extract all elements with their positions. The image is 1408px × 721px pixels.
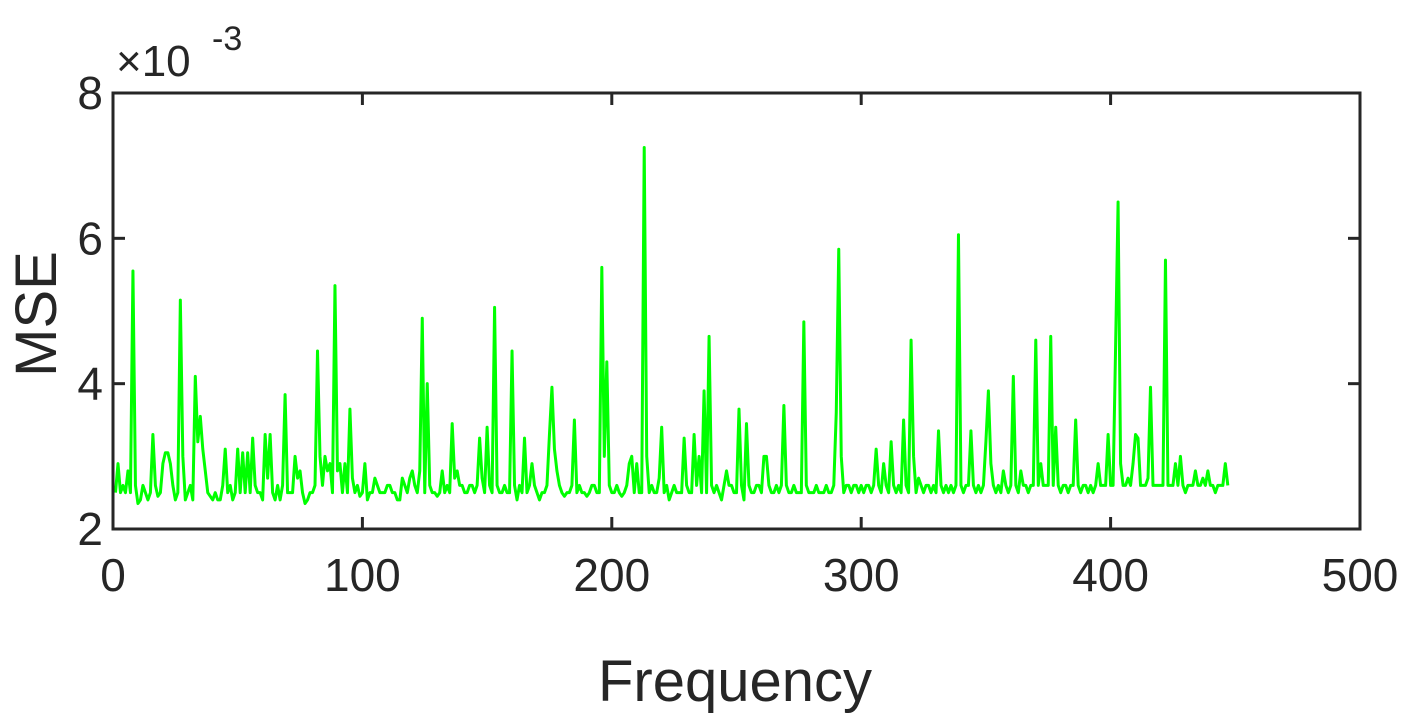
y-tick-label: 2 [77,503,103,555]
axes [111,91,1362,531]
y-axis-label: MSE [4,251,69,377]
x-tick-label: 200 [573,549,650,601]
x-tick-label: 400 [1072,549,1149,601]
x-tick-label: 0 [100,549,126,601]
x-axis-label: Frequency [598,649,872,714]
y-tick-label: 4 [77,358,103,410]
tick-labels: 0 100 200 300 400 500 2 4 6 8 [77,67,1398,601]
axes-box [111,91,1362,531]
y-multiplier-base: ×10 [116,37,191,86]
y-axis-multiplier: ×10 -3 [116,20,242,86]
x-tick-label: 100 [324,549,401,601]
y-tick-label: 6 [77,212,103,264]
x-tick-label: 500 [1322,549,1399,601]
x-tick-label: 300 [823,549,900,601]
series-line-1 [113,146,1230,506]
plot-area [113,146,1230,506]
y-multiplier-exponent: -3 [212,20,242,58]
y-tick-label: 8 [77,67,103,119]
